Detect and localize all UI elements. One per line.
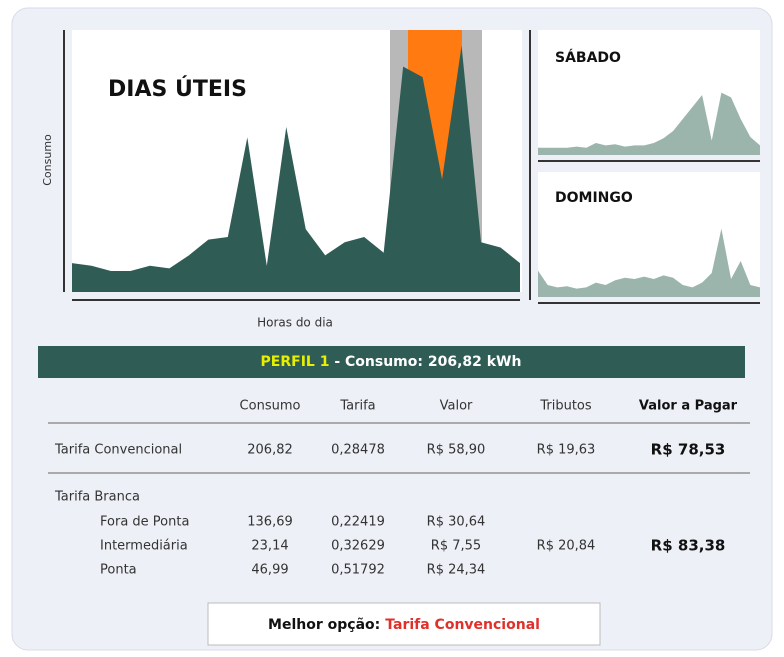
profile: PERFIL 1 [261, 354, 330, 370]
chart-title: DIAS ÚTEIS [108, 76, 247, 102]
footer-box [207, 602, 601, 646]
cell: 0,51792 [331, 563, 385, 578]
cell: 0,22419 [331, 515, 385, 530]
footer-value: Tarifa Convencional [385, 617, 540, 633]
column-header: Tributos [539, 399, 592, 414]
cell: 136,69 [247, 515, 293, 530]
best-option: Melhor opção: Tarifa Convencional [268, 617, 540, 633]
area [538, 92, 760, 155]
cell: R$ 30,64 [427, 515, 486, 530]
consumption: - Consumo: 206,82 kWh [329, 354, 521, 370]
sub-row-label: Fora de Ponta [100, 515, 189, 530]
footer-label: Melhor opção: [268, 617, 380, 633]
column-header: Valor [440, 399, 473, 414]
sub-row-label: Ponta [100, 563, 137, 578]
cell: 0,32629 [331, 539, 385, 554]
column-header: Consumo [240, 399, 301, 414]
header-title: PERFIL 1 - Consumo: 206,82 kWh [261, 354, 522, 370]
cell: R$ 78,53 [651, 441, 726, 459]
chart-title: SÁBADO [555, 49, 621, 66]
cell: 0,28478 [331, 443, 385, 458]
row-label: Tarifa Convencional [54, 443, 182, 458]
row-label: Tarifa Branca [54, 490, 140, 505]
cell: R$ 20,84 [537, 539, 596, 554]
area [538, 228, 760, 297]
y-axis-label: Consumo [41, 134, 54, 186]
charts [72, 45, 760, 297]
cell: R$ 7,55 [431, 539, 481, 554]
cell: R$ 19,63 [537, 443, 596, 458]
column-header: Valor a Pagar [639, 399, 738, 414]
column-header: Tarifa [339, 399, 375, 414]
cell: R$ 58,90 [427, 443, 486, 458]
table: Consumo Tarifa Valor Tributos Valor a Pagar T… [54, 399, 738, 578]
header-bar [38, 346, 745, 378]
cell: 23,14 [251, 539, 288, 554]
area [72, 45, 520, 292]
x-axis-label: Horas do dia [257, 316, 333, 330]
cell: R$ 83,38 [651, 537, 726, 555]
cell: 206,82 [247, 443, 293, 458]
sub-row-label: Intermediária [100, 539, 188, 554]
cell: 46,99 [251, 563, 288, 578]
chart-title: DOMINGO [555, 190, 633, 206]
cell: R$ 24,34 [427, 563, 486, 578]
